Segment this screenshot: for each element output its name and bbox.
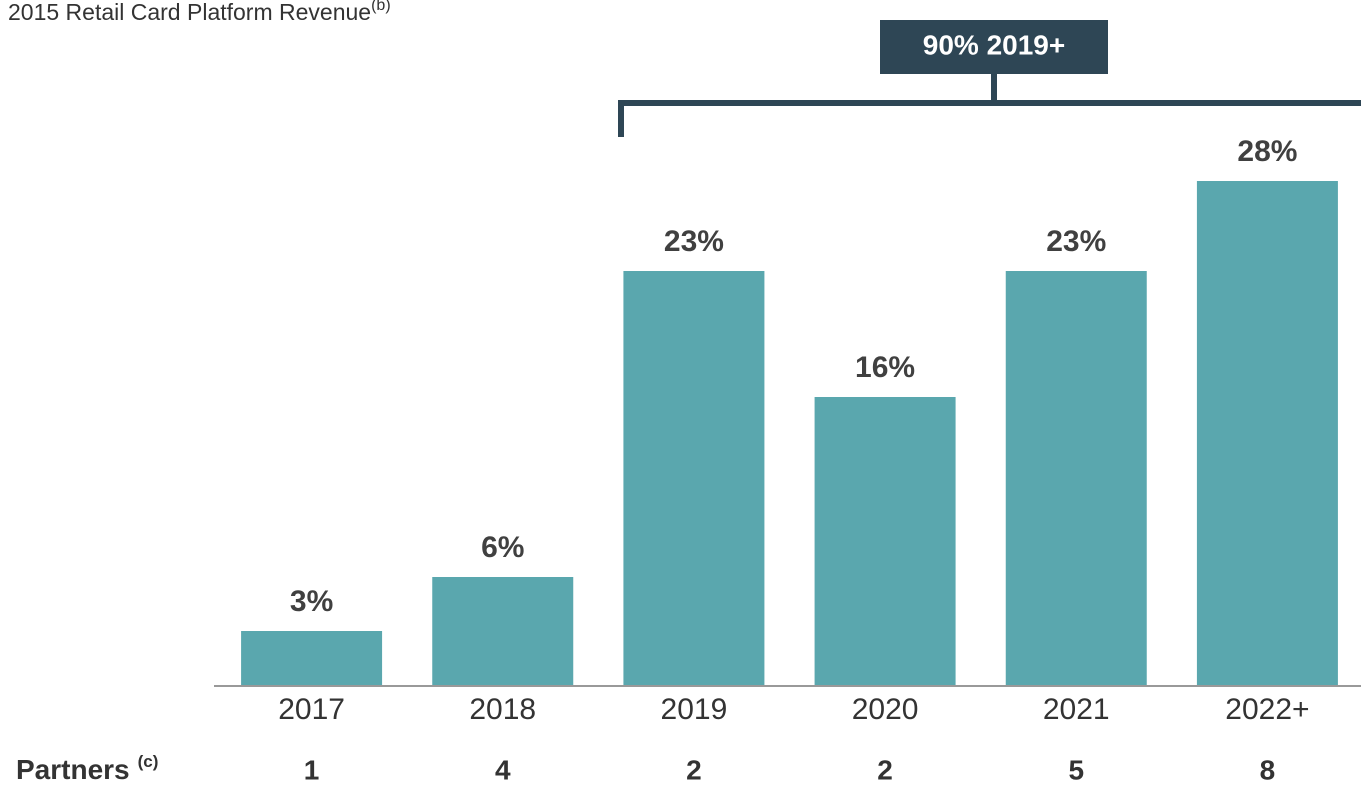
partners-row-label: Partners (c) xyxy=(16,752,158,785)
bracket xyxy=(618,72,1361,137)
value-label: 23% xyxy=(664,225,724,258)
value-label: 3% xyxy=(290,585,333,618)
partners-note: (c) xyxy=(138,752,159,771)
x-tick-label: 2019 xyxy=(661,693,728,726)
x-tick-label: 2021 xyxy=(1043,693,1110,726)
title-note: (b) xyxy=(371,0,391,14)
x-tick-label: 2018 xyxy=(469,693,536,726)
annotation: 90% 2019+ xyxy=(923,29,1065,60)
title-text: 2015 Retail Card Platform Revenue xyxy=(8,0,371,25)
value-label: 23% xyxy=(1046,225,1106,258)
bar xyxy=(814,397,956,685)
bar xyxy=(623,271,765,685)
bar xyxy=(432,577,574,685)
x-tick-label: 2022+ xyxy=(1225,693,1309,726)
bar xyxy=(1196,181,1338,685)
partners-value: 5 xyxy=(1068,754,1084,785)
bar xyxy=(1005,271,1147,685)
partners-label: Partners xyxy=(16,754,130,785)
bar xyxy=(241,631,383,685)
partners-value: 2 xyxy=(686,754,702,785)
x-tick-label: 2020 xyxy=(852,693,919,726)
value-label: 16% xyxy=(855,351,915,384)
chart-title: 2015 Retail Card Platform Revenue(b) xyxy=(8,0,391,25)
annotation-box xyxy=(880,20,1108,74)
partners-value: 2 xyxy=(877,754,893,785)
x-tick-label: 2017 xyxy=(278,693,345,726)
partners-value: 1 xyxy=(304,754,320,785)
value-label: 28% xyxy=(1237,135,1297,168)
partners-value: 8 xyxy=(1260,754,1276,785)
partners-value: 4 xyxy=(495,754,511,785)
value-label: 6% xyxy=(481,531,524,564)
